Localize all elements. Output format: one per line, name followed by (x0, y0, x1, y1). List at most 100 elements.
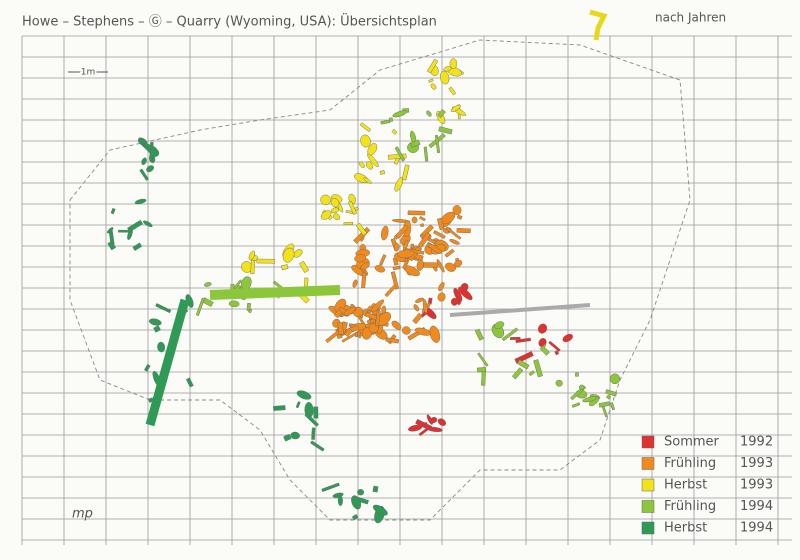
bone (391, 128, 398, 135)
bone (434, 134, 441, 154)
bone (449, 303, 591, 317)
legend-season: Frühling (664, 499, 716, 514)
bone (419, 216, 426, 222)
bone (444, 262, 456, 272)
bone (433, 230, 446, 239)
bone (423, 146, 429, 162)
bone (384, 284, 397, 298)
bone (375, 310, 381, 327)
map-title: Howe – Stephens – Ⓖ – Quarry (Wyoming, U… (22, 13, 437, 30)
bone (605, 389, 618, 397)
bone (437, 292, 446, 302)
bone (337, 322, 344, 335)
bone (430, 417, 438, 424)
bone (142, 220, 153, 227)
legend-season: Herbst (664, 478, 707, 493)
signature: mp (72, 507, 93, 522)
bone (204, 282, 212, 287)
bone (330, 197, 340, 208)
bone (228, 300, 240, 308)
bone (374, 265, 386, 273)
bone (456, 228, 471, 234)
bone (248, 308, 253, 314)
bone (372, 504, 388, 516)
bone (392, 265, 401, 271)
bone (422, 299, 428, 314)
bone (296, 390, 312, 400)
bone (444, 248, 455, 258)
bone (355, 222, 368, 236)
bone (420, 223, 425, 228)
bone (209, 285, 341, 300)
bone (367, 153, 379, 168)
bone (477, 352, 489, 367)
legend-season: Sommer (664, 435, 720, 450)
bone (283, 433, 292, 442)
bone (343, 221, 353, 226)
bone (408, 424, 423, 432)
bone (110, 208, 116, 215)
bone (423, 262, 439, 268)
bone (363, 177, 372, 184)
legend-season: Herbst (664, 521, 707, 536)
bone (320, 210, 332, 220)
bone (458, 286, 473, 301)
bone (311, 427, 316, 440)
bone (395, 224, 409, 239)
bone (333, 213, 341, 221)
legend-year: 1993 (740, 456, 773, 471)
bone (511, 367, 524, 380)
bone (379, 254, 387, 266)
bone (313, 406, 319, 419)
bone (320, 194, 331, 206)
bone (361, 272, 367, 288)
bone (354, 332, 359, 338)
bone (448, 86, 457, 96)
bone (281, 264, 289, 271)
bone (449, 239, 460, 245)
bone (390, 271, 400, 290)
bone (554, 350, 560, 356)
bone (347, 200, 358, 215)
bone (367, 305, 374, 312)
bone (343, 306, 356, 316)
legend-year: 1992 (740, 435, 773, 450)
bone (359, 122, 372, 133)
bone (155, 303, 172, 314)
bone (517, 359, 530, 370)
bone (510, 336, 521, 340)
bone (428, 78, 434, 83)
bone (290, 431, 300, 440)
bone (106, 227, 114, 234)
bone (605, 394, 612, 400)
bone (401, 326, 411, 335)
bone (295, 401, 301, 409)
bone (430, 83, 437, 90)
bone (582, 396, 598, 403)
bone (118, 229, 132, 233)
quarry-outline (69, 39, 691, 521)
bone (437, 108, 446, 119)
bone (449, 58, 458, 70)
legend-year: 1994 (740, 521, 773, 536)
bone (385, 337, 400, 344)
bone (330, 207, 339, 214)
bone (411, 216, 418, 224)
bone (412, 312, 423, 325)
bone (555, 379, 563, 387)
bone (548, 340, 561, 352)
legend-swatch (641, 435, 655, 449)
legend-year: 1994 (740, 499, 773, 514)
bone (450, 104, 461, 112)
bone (436, 259, 445, 273)
bone (392, 110, 408, 118)
bone (410, 243, 415, 250)
bone (439, 70, 450, 85)
bone (143, 143, 157, 150)
legend-season: Frühling (664, 456, 716, 471)
bone (610, 402, 615, 411)
bone (299, 260, 310, 273)
grid (21, 35, 792, 545)
bones (106, 58, 621, 524)
